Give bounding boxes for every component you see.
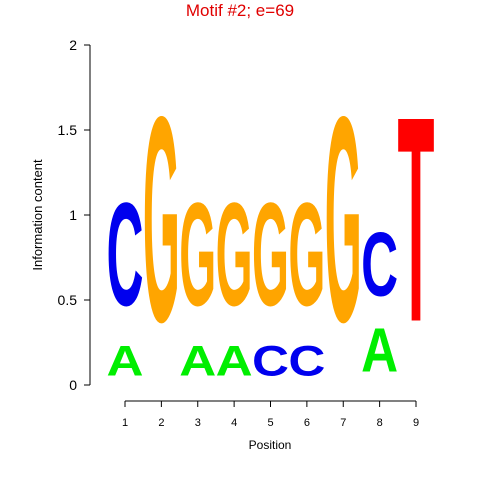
logo-letter: G <box>252 173 289 337</box>
logo-letter: T <box>398 56 435 383</box>
x-tick-label: 3 <box>195 417 201 429</box>
y-tick-label: 1 <box>69 207 77 223</box>
logo-letter: A <box>179 337 216 385</box>
logo-letter: G <box>288 173 325 337</box>
x-tick-label: 9 <box>413 417 419 429</box>
x-tick-label: 2 <box>158 417 164 429</box>
y-tick-label: 2 <box>69 37 77 53</box>
logo-letter: C <box>361 213 398 315</box>
logo-letter: G <box>216 173 253 337</box>
x-axis-label: Position <box>249 438 292 452</box>
logo-letter: A <box>361 316 398 386</box>
logo-letter: G <box>179 173 216 337</box>
y-axis-label: Information content <box>30 159 45 271</box>
x-tick-label: 4 <box>231 417 237 429</box>
x-tick-label: 6 <box>304 417 310 429</box>
logo-letter: A <box>216 337 253 385</box>
logo-letter: C <box>288 337 325 385</box>
x-tick-label: 7 <box>340 417 346 429</box>
logo-letter: G <box>143 57 180 384</box>
y-tick-label: 0.5 <box>58 292 78 308</box>
y-tick-label: 1.5 <box>58 122 78 138</box>
chart-title: Motif #2; e=69 <box>186 1 294 20</box>
logo-letter: C <box>252 337 289 385</box>
logo-letter: A <box>107 337 144 385</box>
y-tick-label: 0 <box>69 377 77 393</box>
x-tick-label: 1 <box>122 417 128 429</box>
logo-letter: G <box>325 57 362 384</box>
x-tick-label: 8 <box>377 417 383 429</box>
x-tick-label: 5 <box>267 417 273 429</box>
logo-letter: C <box>107 173 144 337</box>
